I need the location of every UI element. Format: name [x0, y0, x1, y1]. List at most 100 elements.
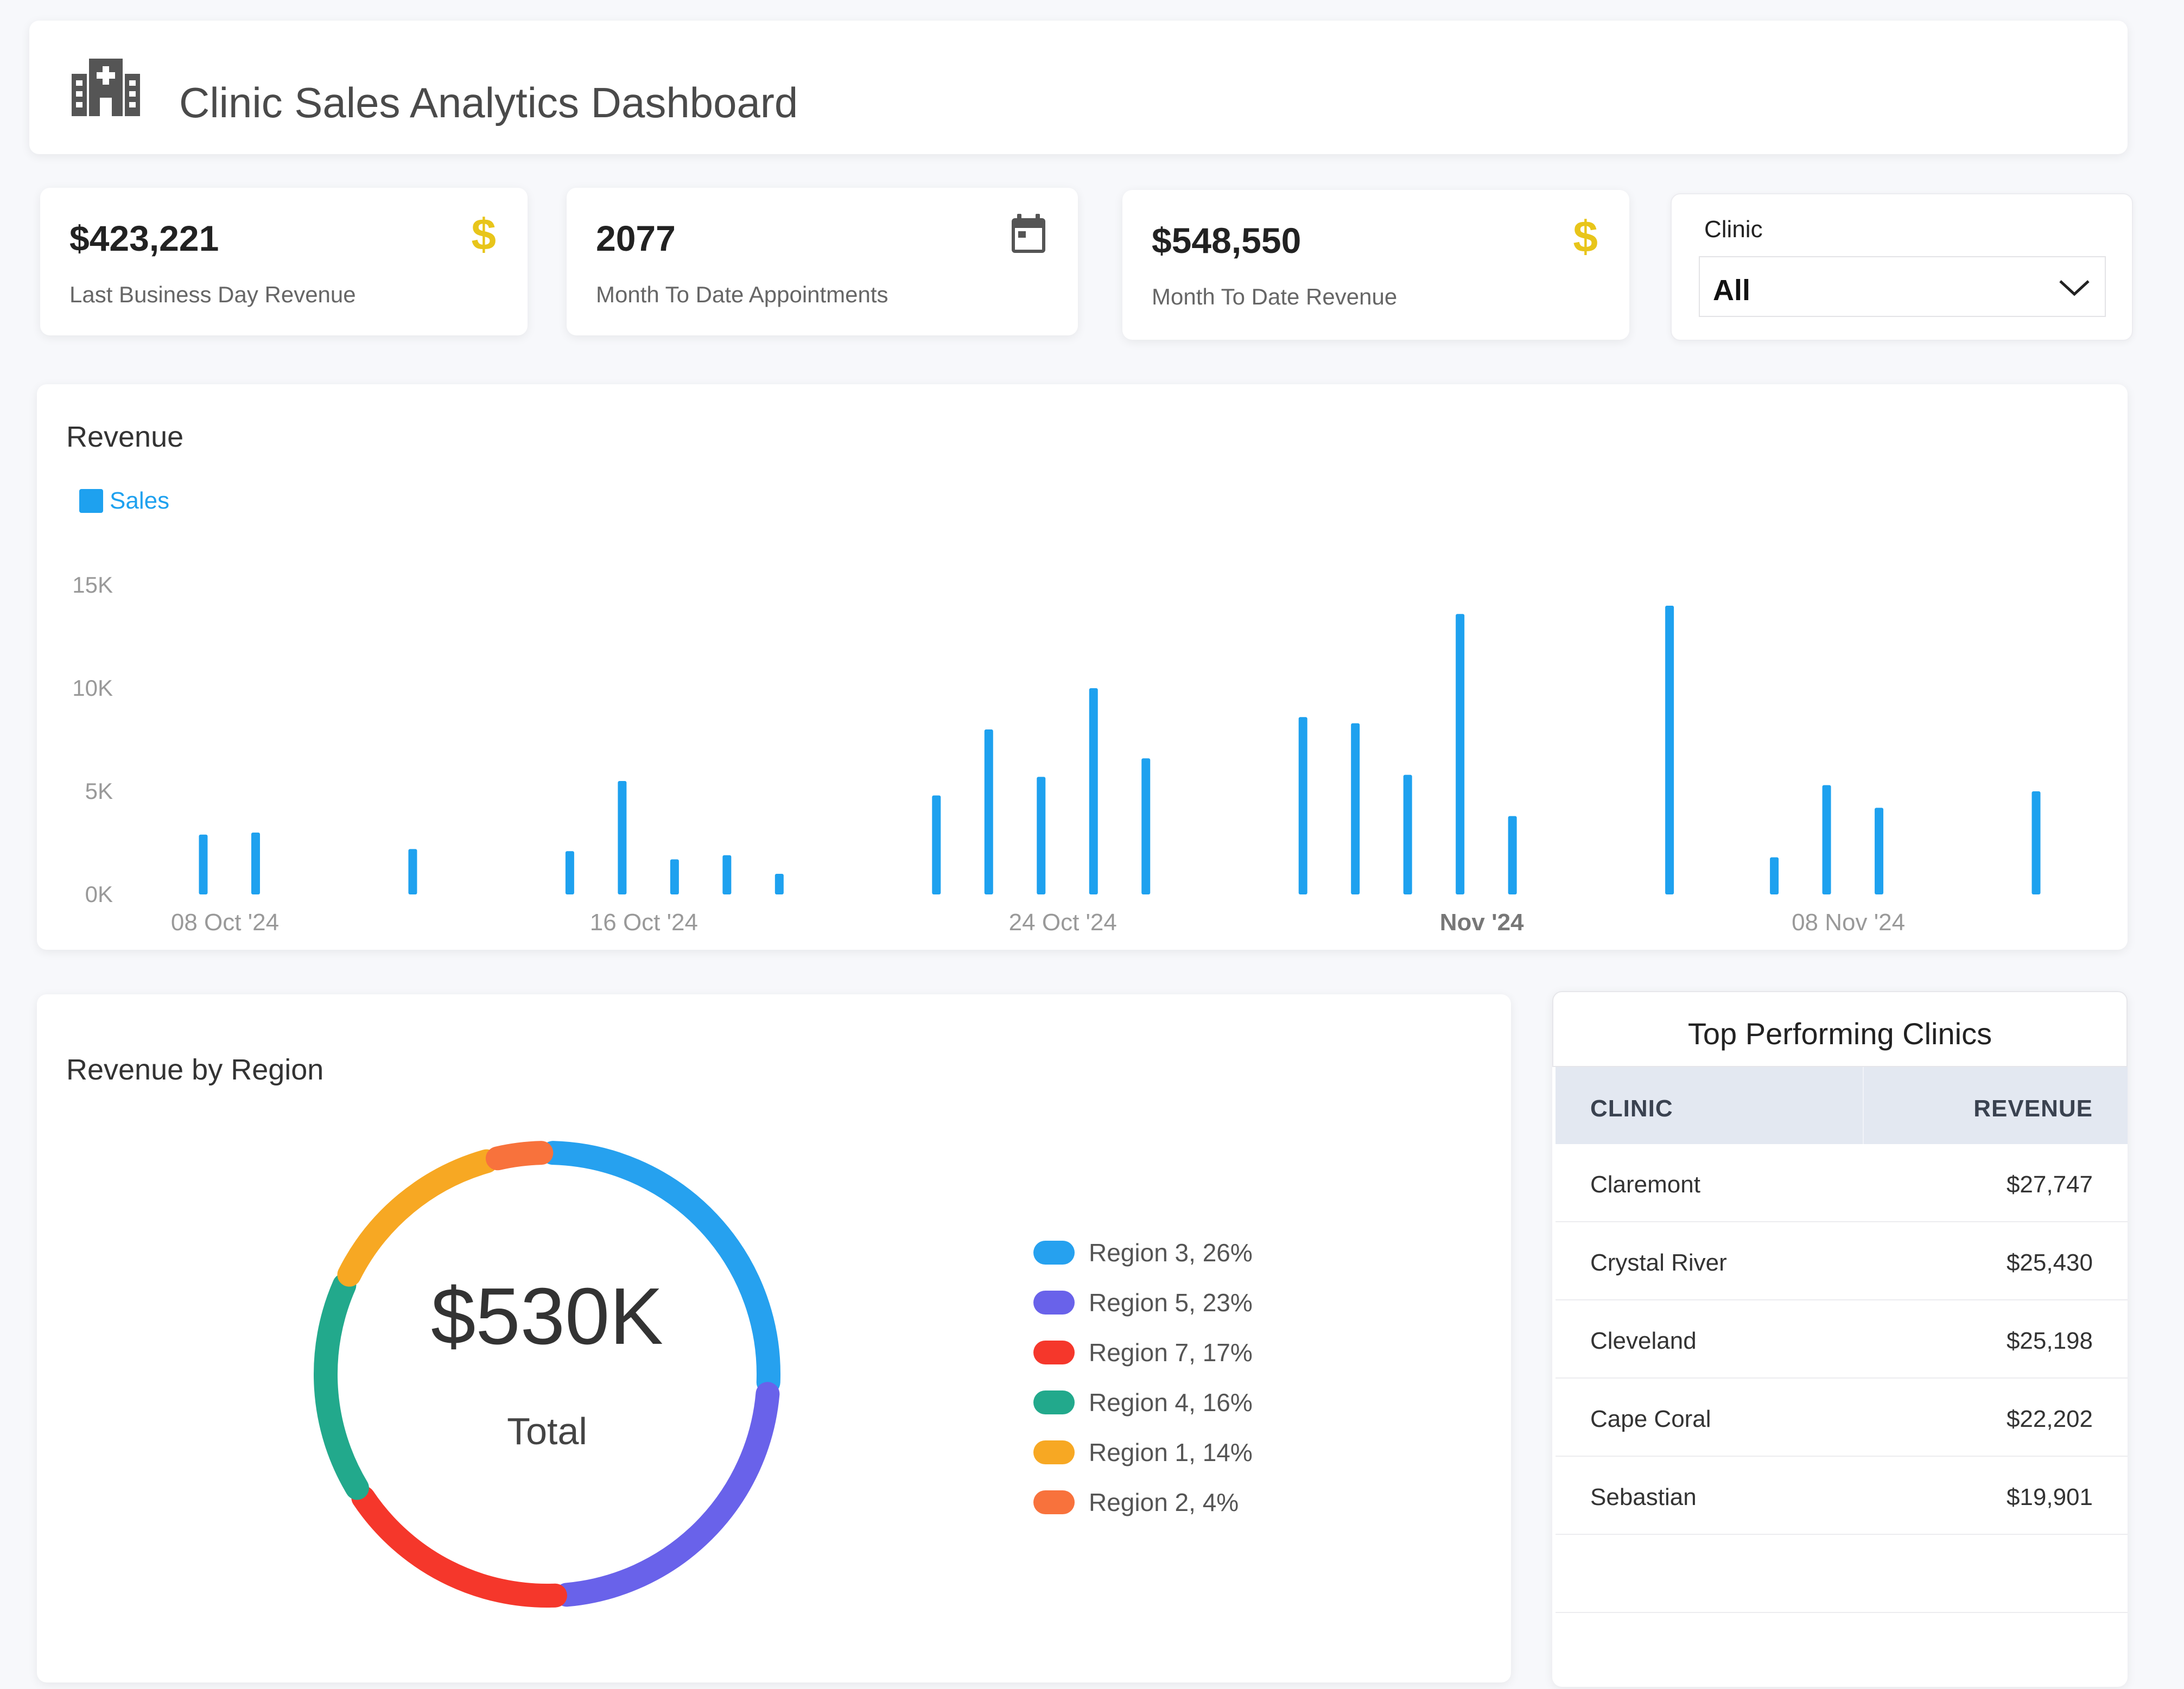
revenue-bar[interactable] — [984, 729, 993, 894]
clinic-name: Claremont — [1590, 1171, 1700, 1198]
clinic-revenue: $25,198 — [2006, 1328, 2093, 1354]
kpi-card-last-business-day-revenue: $423,221 Last Business Day Revenue $ — [40, 188, 528, 335]
donut-slice[interactable] — [314, 1273, 369, 1500]
legend-swatch — [1033, 1490, 1075, 1514]
clinic-name: Cape Coral — [1590, 1406, 1711, 1432]
revenue-bar[interactable] — [1351, 723, 1360, 894]
revenue-bar[interactable] — [670, 859, 679, 894]
legend-label: Region 1, 14% — [1089, 1438, 1253, 1466]
revenue-bar[interactable] — [1822, 785, 1831, 894]
table-row[interactable]: Sebastian $19,901 — [1556, 1457, 2128, 1535]
kpi-card-month-to-date-revenue: $548,550 Month To Date Revenue $ — [1122, 190, 1629, 340]
chart-title: Revenue by Region — [66, 1053, 324, 1086]
table-row-empty — [1556, 1535, 2128, 1613]
revenue-bar[interactable] — [1298, 717, 1307, 894]
chevron-down-icon — [2059, 280, 2090, 296]
legend-swatch — [1033, 1390, 1075, 1414]
table-title: Top Performing Clinics — [1687, 1017, 1992, 1051]
kpi-card-month-to-date-appointments: 2077 Month To Date Appointments — [567, 188, 1078, 335]
donut-legend: Region 3, 26% Region 5, 23% Region 7, 17% R… — [1033, 1228, 1253, 1527]
legend-swatch — [1033, 1291, 1075, 1315]
legend-label: Sales — [110, 487, 170, 514]
revenue-bar[interactable] — [722, 855, 732, 894]
legend-swatch — [1033, 1241, 1075, 1265]
revenue-chart-card: Revenue Sales 0K 5K 10K 15K 08 Oct '24 16 Oct… — [37, 384, 2128, 950]
donut-slice[interactable] — [485, 1141, 554, 1171]
legend-label: Region 2, 4% — [1089, 1488, 1239, 1516]
y-tick-label: 5K — [85, 778, 113, 804]
revenue-bar[interactable] — [1089, 688, 1098, 894]
revenue-bar[interactable] — [251, 833, 260, 894]
table-row[interactable]: Crystal River $25,430 — [1556, 1222, 2128, 1300]
revenue-bar[interactable] — [199, 834, 208, 894]
legend-item[interactable]: Region 2, 4% — [1033, 1477, 1253, 1527]
y-tick-label: 0K — [85, 881, 113, 907]
legend-label: Region 7, 17% — [1089, 1338, 1253, 1367]
header-bar: Clinic Sales Analytics Dashboard — [29, 21, 2128, 154]
column-header-revenue[interactable]: REVENUE — [1973, 1095, 2093, 1122]
legend-item[interactable]: Region 4, 16% — [1033, 1377, 1253, 1427]
revenue-bar[interactable] — [408, 849, 417, 894]
column-divider — [1863, 1067, 1864, 1144]
donut-total-value: $530K — [431, 1272, 663, 1361]
x-tick-label: 08 Oct '24 — [171, 909, 279, 936]
donut-slice[interactable] — [351, 1485, 567, 1608]
calendar-icon — [1012, 214, 1045, 253]
legend-swatch — [79, 489, 103, 513]
clinic-revenue: $27,747 — [2006, 1171, 2093, 1198]
donut-slice[interactable] — [555, 1382, 780, 1607]
clinic-name: Crystal River — [1590, 1249, 1727, 1276]
clinic-name: Sebastian — [1590, 1484, 1697, 1510]
donut-total-label: Total — [507, 1410, 587, 1452]
revenue-bar[interactable] — [1403, 774, 1412, 894]
chart-legend[interactable]: Sales — [79, 487, 169, 515]
x-tick-label: 16 Oct '24 — [590, 909, 698, 936]
kpi-value: 2077 — [596, 218, 676, 258]
hospital-building-icon — [72, 59, 140, 116]
column-header-clinic[interactable]: CLINIC — [1590, 1095, 1673, 1122]
legend-label: Region 4, 16% — [1089, 1388, 1253, 1417]
table-row[interactable]: Cleveland $25,198 — [1556, 1300, 2128, 1379]
clinic-filter-label: Clinic — [1704, 216, 1763, 243]
kpi-label: Month To Date Appointments — [596, 282, 888, 307]
legend-item[interactable]: Region 5, 23% — [1033, 1278, 1253, 1328]
revenue-bar[interactable] — [774, 874, 784, 894]
kpi-label: Month To Date Revenue — [1152, 284, 1398, 309]
clinic-select[interactable]: All — [1699, 256, 2106, 317]
clinic-name: Cleveland — [1590, 1328, 1697, 1354]
donut-slice[interactable] — [337, 1149, 499, 1287]
legend-item[interactable]: Region 1, 14% — [1033, 1427, 1253, 1477]
page-title: Clinic Sales Analytics Dashboard — [179, 79, 798, 126]
table-row[interactable]: Claremont $27,747 — [1556, 1144, 2128, 1222]
revenue-bar[interactable] — [618, 781, 627, 894]
dollar-icon: $ — [1573, 212, 1598, 262]
revenue-bar[interactable] — [1875, 808, 1884, 894]
revenue-by-region-card: Revenue by Region $530K Total Region 3, … — [37, 994, 1511, 1682]
revenue-bar[interactable] — [1665, 606, 1674, 894]
table-title-bar: Top Performing Clinics — [1552, 991, 2128, 1067]
clinic-select-value: All — [1713, 274, 1751, 307]
x-tick-label: 08 Nov '24 — [1792, 909, 1905, 936]
y-tick-label: 10K — [72, 675, 113, 701]
donut-slice[interactable] — [541, 1141, 780, 1394]
table-header: CLINIC REVENUE — [1556, 1067, 2128, 1144]
region-donut-chart — [314, 1141, 780, 1608]
revenue-bar[interactable] — [1770, 857, 1779, 894]
legend-item[interactable]: Region 7, 17% — [1033, 1328, 1253, 1377]
legend-item[interactable]: Region 3, 26% — [1033, 1228, 1253, 1278]
x-tick-label: Nov '24 — [1440, 909, 1524, 936]
revenue-bar[interactable] — [565, 851, 574, 894]
table-row[interactable]: Cape Coral $22,202 — [1556, 1379, 2128, 1457]
revenue-bar[interactable] — [932, 795, 941, 894]
clinic-filter: Clinic All — [1671, 193, 2133, 341]
legend-label: Region 3, 26% — [1089, 1239, 1253, 1267]
revenue-bar[interactable] — [2031, 791, 2041, 894]
revenue-bar[interactable] — [1456, 614, 1465, 894]
clinic-revenue: $25,430 — [2006, 1249, 2093, 1276]
kpi-label: Last Business Day Revenue — [69, 282, 356, 307]
revenue-bar[interactable] — [1141, 758, 1151, 894]
revenue-bar[interactable] — [1508, 816, 1517, 894]
top-clinics-table: Top Performing Clinics CLINIC REVENUE Cl… — [1552, 991, 2128, 1687]
revenue-bar[interactable] — [1037, 777, 1046, 894]
kpi-value: $423,221 — [69, 218, 219, 258]
